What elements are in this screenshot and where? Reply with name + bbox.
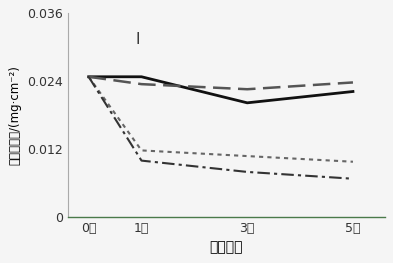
Text: I: I [135, 32, 140, 47]
Y-axis label: 叶绿素含量/(mg·cm⁻²): 叶绿素含量/(mg·cm⁻²) [8, 65, 21, 165]
X-axis label: 锻炼次数: 锻炼次数 [209, 241, 243, 255]
